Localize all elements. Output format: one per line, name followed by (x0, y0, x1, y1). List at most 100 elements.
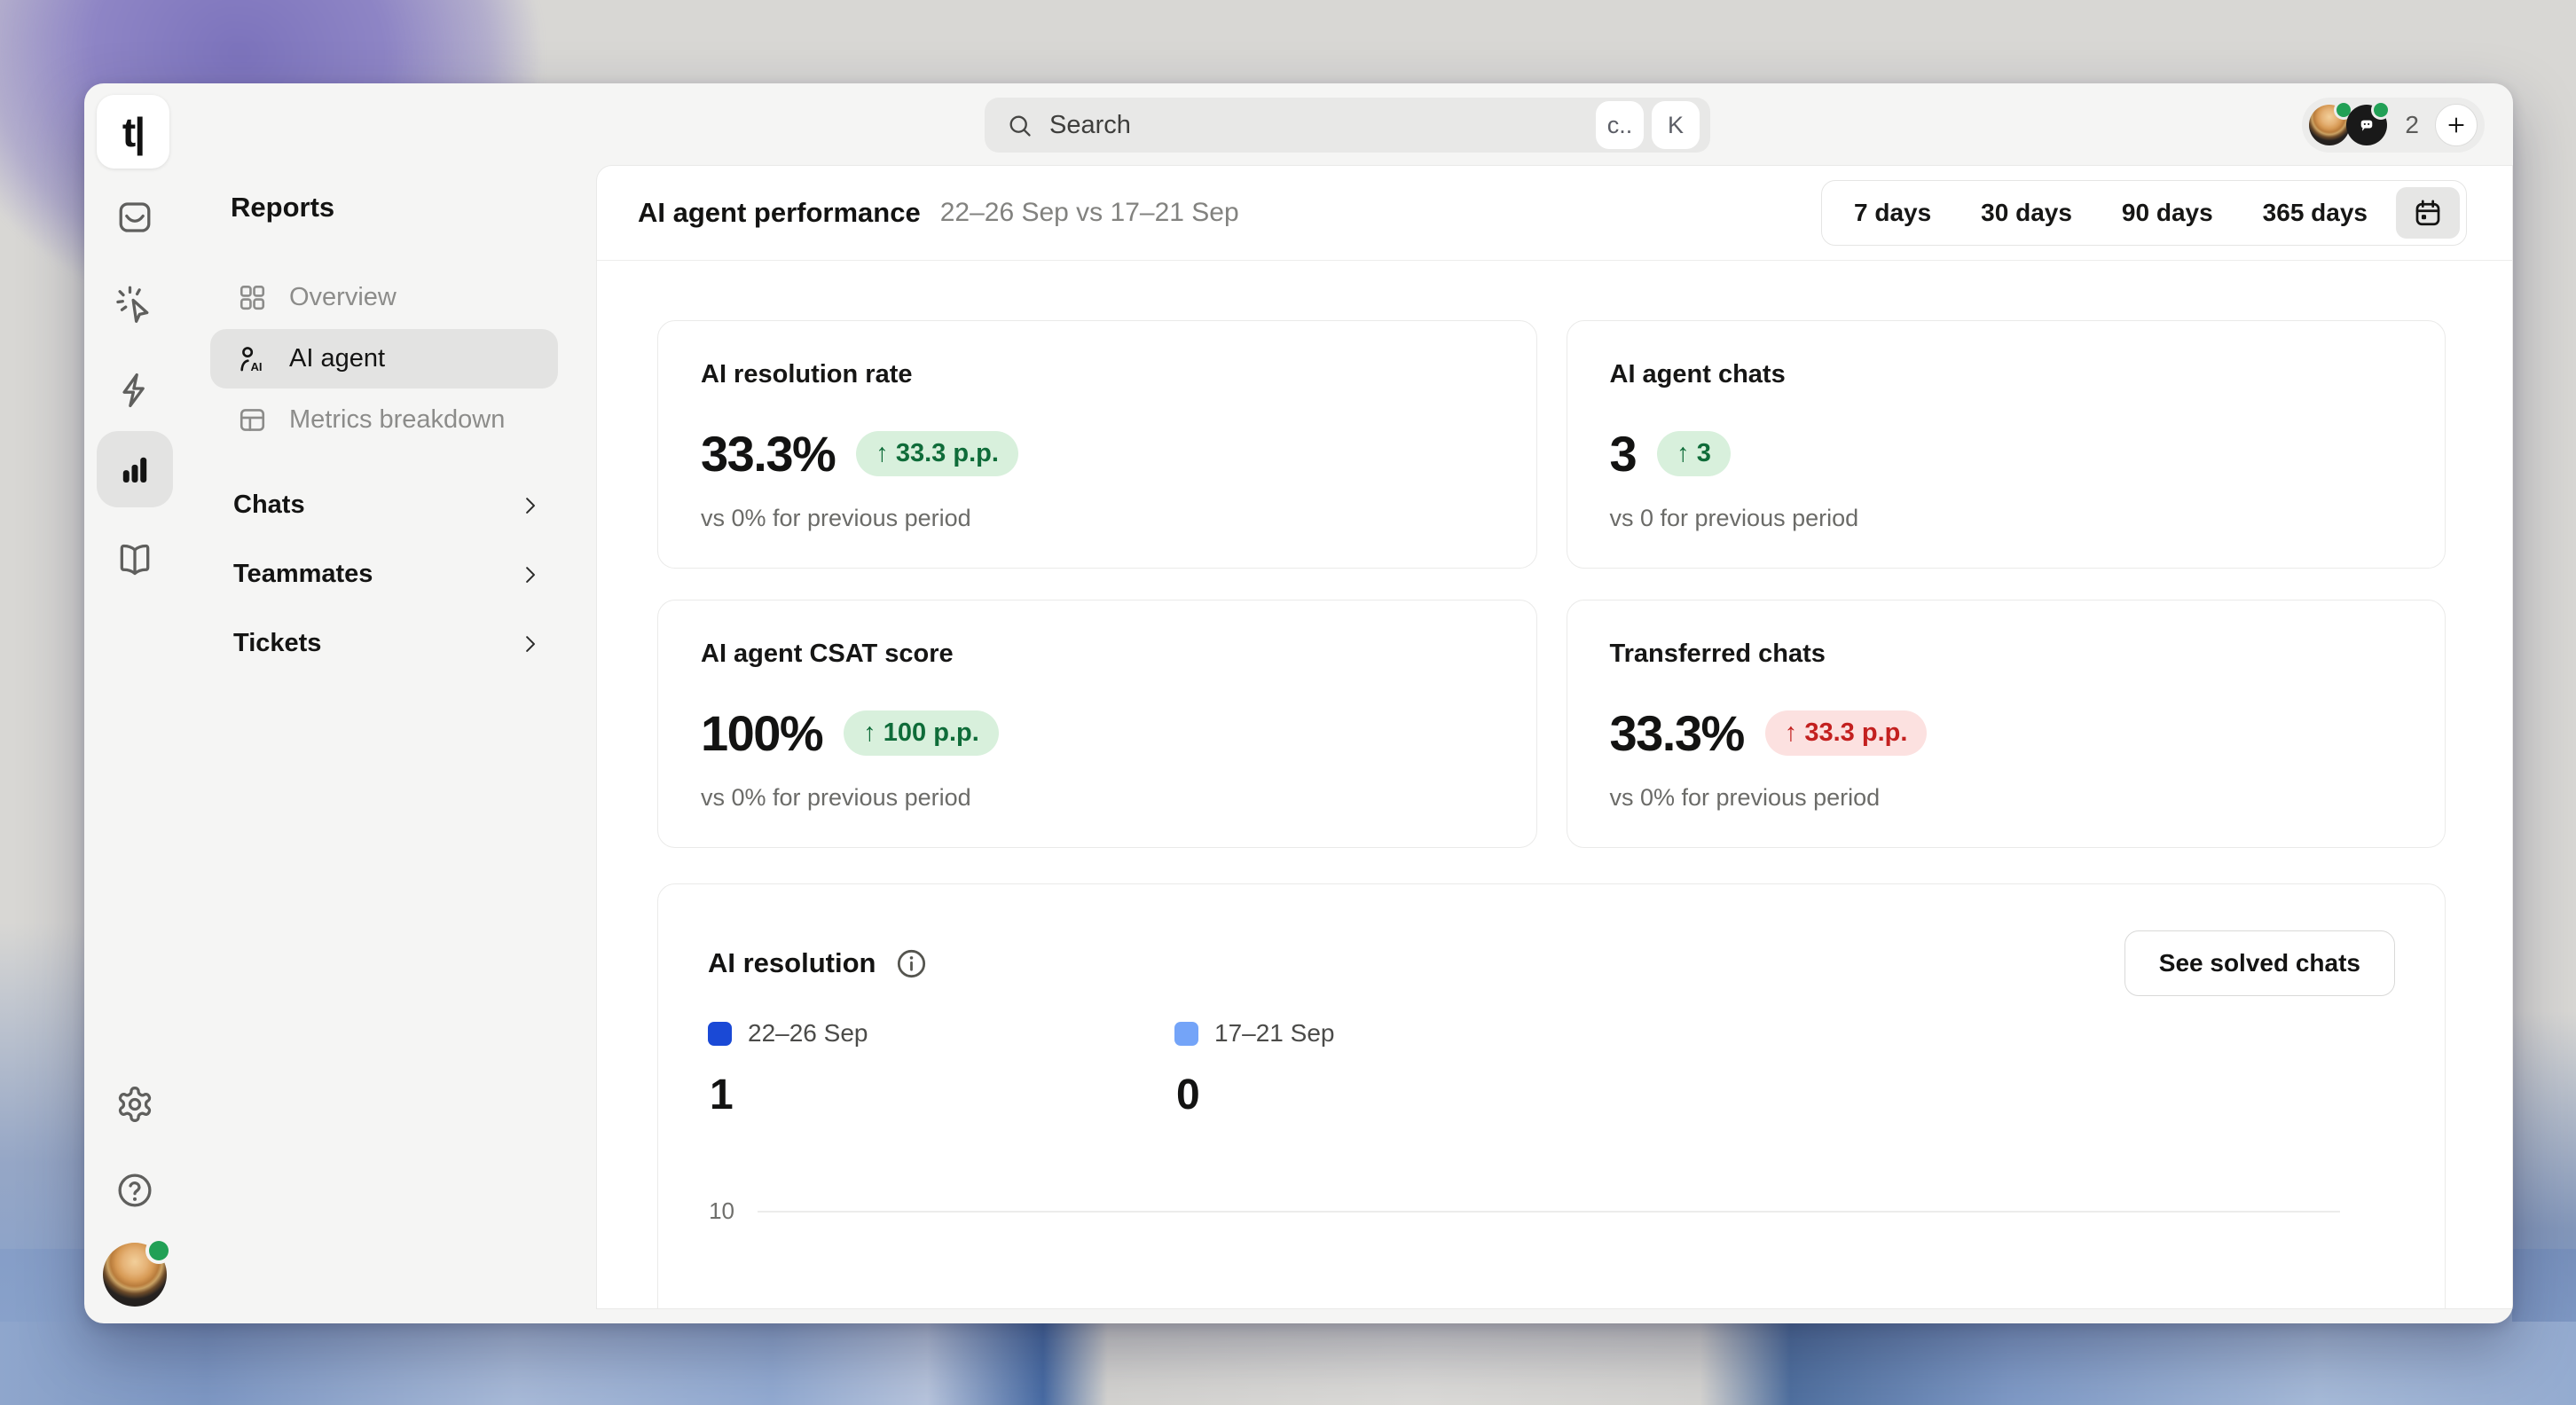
online-count: 2 (2405, 111, 2419, 138)
sidebar-section-teammates[interactable]: Teammates (233, 543, 542, 605)
page-title: AI agent performance (638, 197, 921, 228)
sidebar-item-ai-agent[interactable]: AI AI agent (210, 329, 558, 389)
shortcut-key-k: K (1652, 101, 1700, 149)
info-icon[interactable] (895, 947, 928, 980)
card-title: AI agent chats (1609, 360, 1786, 389)
section-label: Teammates (233, 559, 373, 588)
card-value: 3 (1609, 425, 1637, 482)
card-title: Transferred chats (1609, 640, 1826, 668)
chart-plot-area: 10 8 (708, 1197, 2395, 1308)
search-input[interactable] (1049, 110, 1588, 140)
page-date-range-subtitle: 22–26 Sep vs 17–21 Sep (939, 198, 1239, 227)
chart-title: AI resolution (708, 947, 876, 978)
section-label: Tickets (233, 628, 322, 657)
ai-resolution-chart-card: AI resolution See solved chats 22–26 Sep (657, 883, 2446, 1308)
sidebar-section-chats[interactable]: Chats (233, 474, 542, 536)
wallpaper-blue-left-edge (0, 922, 84, 1322)
card-title: AI agent CSAT score (701, 640, 954, 668)
plus-icon (2448, 117, 2464, 133)
svg-text:AI: AI (250, 360, 262, 373)
range-7-days[interactable]: 7 days (1829, 181, 1956, 245)
card-ai-agent-csat-score: AI agent CSAT score 100% ↑ 100 p.p. vs 0… (657, 600, 1537, 848)
legend-current-period: 22–26 Sep 1 (708, 1019, 1174, 1119)
inbox-icon[interactable] (97, 179, 173, 255)
workspace-bot-avatar[interactable] (2346, 103, 2389, 145)
card-transferred-chats: Transferred chats 33.3% ↑ 33.3 p.p. vs 0… (1566, 600, 2446, 848)
online-status-dot (2374, 103, 2389, 117)
sidebar-item-label: Overview (289, 283, 397, 311)
sidebar-item-label: AI agent (289, 344, 386, 373)
user-avatar[interactable] (103, 1241, 169, 1307)
app-window: t| (84, 83, 2513, 1323)
legend-previous-period: 17–21 Sep 0 (1174, 1019, 1641, 1119)
reports-bar-chart-icon[interactable] (97, 431, 173, 507)
sidebar-nav-items: Overview AI AI agent Metrics breakdown (210, 268, 558, 450)
app-logo[interactable]: t| (97, 95, 169, 169)
add-teammate-button[interactable] (2435, 104, 2478, 146)
date-range-selector: 7 days 30 days 90 days 365 days (1821, 180, 2467, 246)
sidebar-title: Reports (231, 192, 335, 223)
card-delta-badge: ↑ 33.3 p.p. (856, 430, 1018, 476)
sidebar-item-overview[interactable]: Overview (210, 268, 558, 327)
page-header: AI agent performance 22–26 Sep vs 17–21 … (597, 166, 2512, 261)
legend-value: 1 (710, 1071, 734, 1119)
card-caption: vs 0% for previous period (701, 784, 971, 811)
reports-sidebar: Reports Overview AI AI agent Metrics bre… (186, 83, 596, 1323)
calendar-icon (2415, 200, 2440, 226)
sidebar-item-label: Metrics breakdown (289, 405, 506, 434)
search-icon (1009, 115, 1031, 137)
card-caption: vs 0 for previous period (1609, 505, 1859, 531)
range-90-days[interactable]: 90 days (2097, 181, 2238, 245)
automation-lightning-icon[interactable] (97, 352, 173, 428)
see-solved-chats-button[interactable]: See solved chats (2124, 930, 2395, 996)
online-status-dot (149, 1241, 169, 1260)
sidebar-sections: Chats Teammates Tickets (233, 474, 542, 674)
card-ai-agent-chats: AI agent chats 3 ↑ 3 vs 0 for previous p… (1566, 320, 2446, 569)
content-panel: AI agent performance 22–26 Sep vs 17–21 … (596, 165, 2513, 1309)
report-body: AI resolution rate 33.3% ↑ 33.3 p.p. vs … (597, 261, 2512, 1308)
legend-label: 22–26 Sep (748, 1019, 868, 1047)
chart-legend: 22–26 Sep 1 17–21 Sep 0 (708, 1019, 2395, 1119)
legend-value: 0 (1176, 1071, 1200, 1119)
card-caption: vs 0% for previous period (1609, 784, 1881, 811)
legend-swatch-current (708, 1021, 732, 1046)
legend-label: 17–21 Sep (1214, 1019, 1335, 1047)
card-delta-badge: ↑ 33.3 p.p. (1764, 710, 1928, 756)
chevron-right-icon (526, 497, 536, 514)
help-icon[interactable] (97, 1152, 173, 1228)
card-value: 33.3% (1609, 704, 1746, 761)
ai-agent-icon: AI (240, 347, 263, 373)
legend-swatch-previous (1174, 1021, 1198, 1046)
shortcut-key-modifier: c.. (1596, 101, 1644, 149)
wallpaper-blue-right-edge (2512, 1011, 2576, 1322)
teammates-presence-cluster: 2 (2302, 98, 2485, 153)
main-area: c.. K 2 AI agent performance (596, 83, 2513, 1323)
ai-copilot-icon[interactable] (97, 266, 173, 342)
online-status-dot (2336, 103, 2352, 117)
gridline (758, 1210, 2340, 1213)
search-bar[interactable]: c.. K (985, 98, 1710, 153)
custom-date-calendar-button[interactable] (2396, 187, 2460, 239)
section-label: Chats (233, 490, 305, 519)
card-title: AI resolution rate (701, 360, 913, 389)
card-delta-badge: ↑ 100 p.p. (844, 710, 999, 756)
knowledge-base-book-icon[interactable] (97, 521, 173, 597)
bot-glyph (2361, 120, 2373, 131)
metric-cards-grid: AI resolution rate 33.3% ↑ 33.3 p.p. vs … (657, 320, 2446, 1308)
range-365-days[interactable]: 365 days (2238, 181, 2392, 245)
sidebar-item-metrics-breakdown[interactable]: Metrics breakdown (210, 390, 558, 450)
y-tick-label: 10 (709, 1197, 734, 1224)
card-caption: vs 0% for previous period (701, 505, 971, 531)
icon-rail: t| (84, 83, 186, 1323)
settings-gear-icon[interactable] (97, 1066, 173, 1142)
card-delta-badge: ↑ 3 (1657, 430, 1731, 476)
card-value: 100% (701, 704, 824, 761)
table-icon (240, 409, 265, 431)
grid-icon (240, 285, 265, 310)
card-ai-resolution-rate: AI resolution rate 33.3% ↑ 33.3 p.p. vs … (657, 320, 1537, 569)
teammate-avatar[interactable] (2309, 103, 2352, 145)
chevron-right-icon (526, 635, 536, 652)
sidebar-section-tickets[interactable]: Tickets (233, 612, 542, 674)
range-30-days[interactable]: 30 days (1956, 181, 2097, 245)
